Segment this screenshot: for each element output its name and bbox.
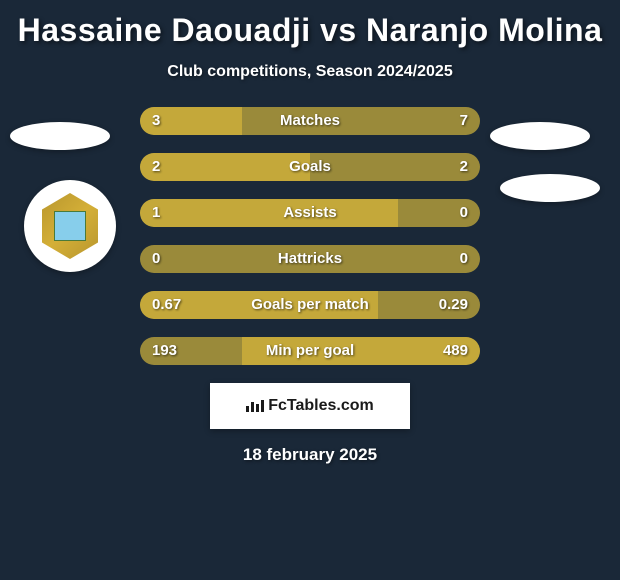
stat-value-right: 489 xyxy=(443,337,468,365)
stat-row: 193Min per goal489 xyxy=(140,337,480,365)
club-badge-center xyxy=(54,211,86,241)
stat-label: Matches xyxy=(140,107,480,135)
club-badge-shield xyxy=(42,193,98,259)
chart-icon xyxy=(246,398,264,415)
stats-container: 3Matches72Goals21Assists00Hattricks00.67… xyxy=(140,107,480,365)
stat-label: Goals per match xyxy=(140,291,480,319)
stat-value-right: 0 xyxy=(460,245,468,273)
player-right-oval-2 xyxy=(500,174,600,202)
page-title: Hassaine Daouadji vs Naranjo Molina xyxy=(0,0,620,49)
subtitle: Club competitions, Season 2024/2025 xyxy=(0,63,620,81)
stat-label: Min per goal xyxy=(140,337,480,365)
stat-row: 3Matches7 xyxy=(140,107,480,135)
date-text: 18 february 2025 xyxy=(0,445,620,465)
stat-value-right: 2 xyxy=(460,153,468,181)
club-badge xyxy=(24,180,116,272)
stat-value-right: 0 xyxy=(460,199,468,227)
stat-label: Goals xyxy=(140,153,480,181)
stat-row: 0Hattricks0 xyxy=(140,245,480,273)
stat-value-right: 7 xyxy=(460,107,468,135)
stat-row: 2Goals2 xyxy=(140,153,480,181)
stat-label: Hattricks xyxy=(140,245,480,273)
stat-label: Assists xyxy=(140,199,480,227)
player-left-oval xyxy=(10,122,110,150)
stat-row: 0.67Goals per match0.29 xyxy=(140,291,480,319)
branding-text: FcTables.com xyxy=(268,397,374,415)
stat-value-right: 0.29 xyxy=(439,291,468,319)
player-right-oval-1 xyxy=(490,122,590,150)
stat-row: 1Assists0 xyxy=(140,199,480,227)
branding-box: FcTables.com xyxy=(210,383,410,429)
